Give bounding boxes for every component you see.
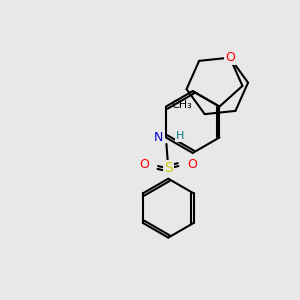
Text: O: O	[187, 158, 197, 171]
Text: CH₃: CH₃	[172, 100, 193, 110]
Text: O: O	[225, 51, 235, 64]
Text: H: H	[176, 131, 184, 141]
Text: N: N	[154, 131, 164, 144]
Text: S: S	[164, 161, 173, 176]
Text: O: O	[140, 158, 149, 171]
